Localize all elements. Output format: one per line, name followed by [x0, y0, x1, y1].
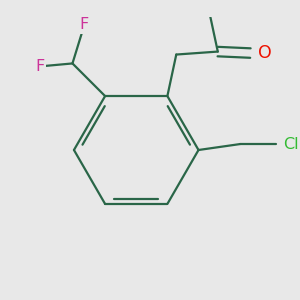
Text: F: F	[35, 59, 44, 74]
Text: F: F	[80, 17, 89, 32]
Text: Cl: Cl	[283, 136, 298, 152]
Text: O: O	[258, 44, 272, 62]
